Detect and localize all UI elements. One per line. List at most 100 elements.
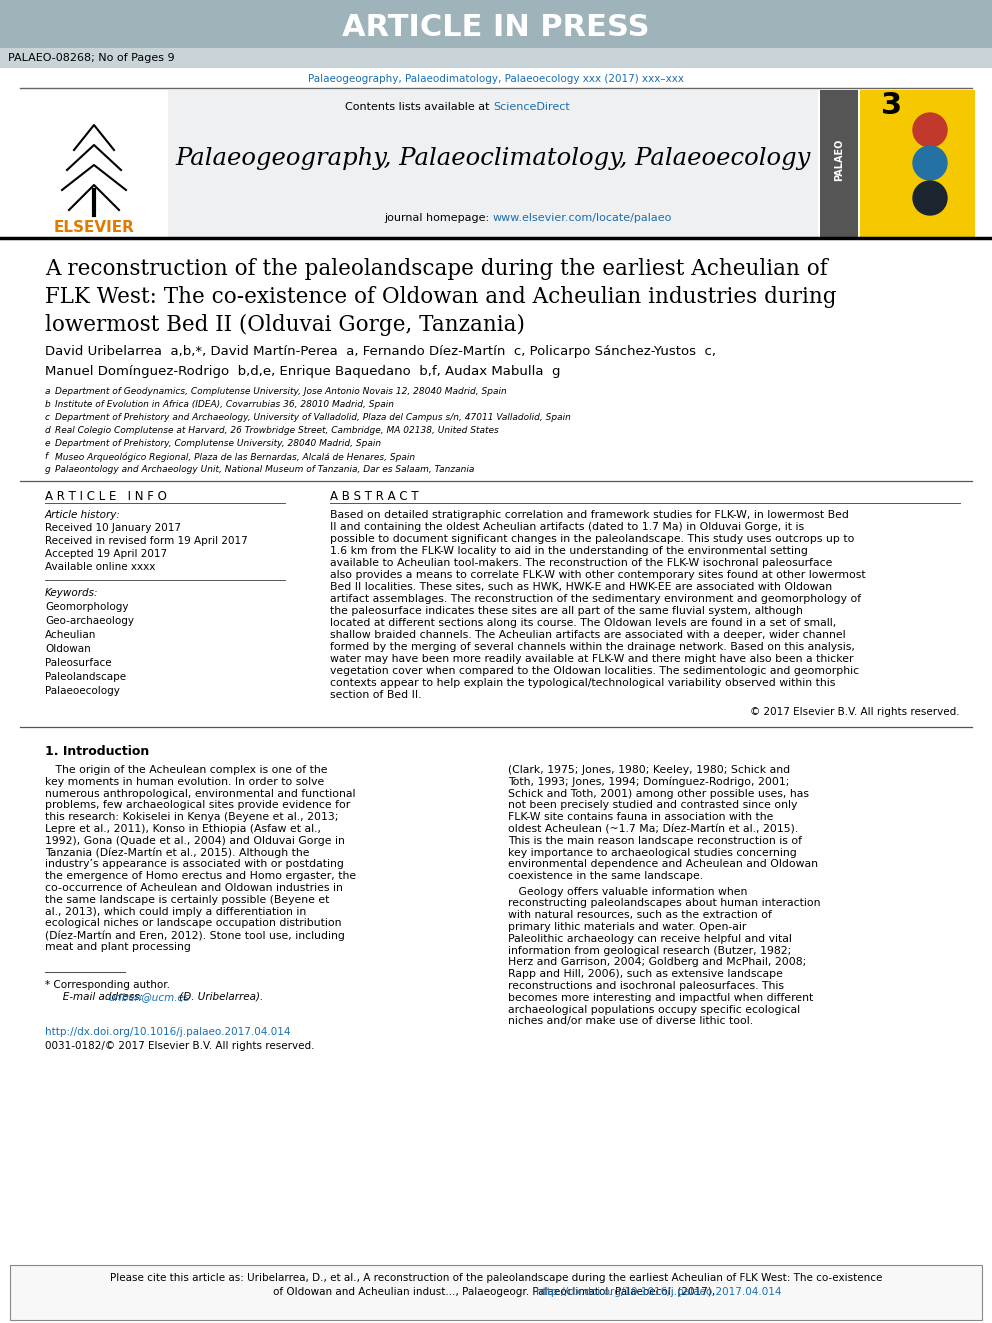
Text: key moments in human evolution. In order to solve: key moments in human evolution. In order…: [45, 777, 324, 787]
Text: key importance to archaeological studies concerning: key importance to archaeological studies…: [508, 848, 797, 857]
Bar: [10, 1265, 982, 1320]
Text: 1. Introduction: 1. Introduction: [45, 745, 149, 758]
Text: possible to document significant changes in the paleolandscape. This study uses : possible to document significant changes…: [330, 534, 854, 544]
Text: Department of Geodynamics, Complutense University, Jose Antonio Novais 12, 28040: Department of Geodynamics, Complutense U…: [55, 388, 507, 396]
Text: http://dx.doi.org/10.1016/j.palaeo.2017.04.014: http://dx.doi.org/10.1016/j.palaeo.2017.…: [536, 1287, 782, 1297]
Text: with natural resources, such as the extraction of: with natural resources, such as the extr…: [508, 910, 772, 919]
Text: section of Bed II.: section of Bed II.: [330, 691, 422, 700]
Text: lowermost Bed II (Olduvai Gorge, Tanzania): lowermost Bed II (Olduvai Gorge, Tanzani…: [45, 314, 525, 336]
Bar: [168, 90, 818, 238]
Text: primary lithic materials and water. Open-air: primary lithic materials and water. Open…: [508, 922, 746, 931]
Text: ScienceDirect: ScienceDirect: [493, 102, 569, 112]
Text: FLK-W site contains fauna in association with the: FLK-W site contains fauna in association…: [508, 812, 774, 822]
Text: Palaeoecology: Palaeoecology: [45, 687, 120, 696]
Text: Lepre et al., 2011), Konso in Ethiopia (Asfaw et al.,: Lepre et al., 2011), Konso in Ethiopia (…: [45, 824, 321, 833]
Text: contexts appear to help explain the typological/technological variability observ: contexts appear to help explain the typo…: [330, 677, 835, 688]
Text: Oldowan: Oldowan: [45, 644, 90, 654]
Text: becomes more interesting and impactful when different: becomes more interesting and impactful w…: [508, 992, 813, 1003]
Bar: [0, 0, 992, 48]
Circle shape: [913, 146, 947, 180]
Text: 1.6 km from the FLK-W locality to aid in the understanding of the environmental : 1.6 km from the FLK-W locality to aid in…: [330, 546, 807, 556]
Text: a: a: [45, 388, 54, 396]
Text: reconstructing paleolandscapes about human interaction: reconstructing paleolandscapes about hum…: [508, 898, 820, 909]
Text: available to Acheulian tool-makers. The reconstruction of the FLK-W isochronal p: available to Acheulian tool-makers. The …: [330, 558, 832, 568]
Text: Institute of Evolution in Africa (IDEA), Covarrubias 36, 28010 Madrid, Spain: Institute of Evolution in Africa (IDEA),…: [55, 400, 394, 409]
Text: Keywords:: Keywords:: [45, 587, 98, 598]
Text: The origin of the Acheulean complex is one of the: The origin of the Acheulean complex is o…: [45, 765, 327, 775]
Text: Bed II localities. These sites, such as HWK, HWK-E and HWK-EE are associated wit: Bed II localities. These sites, such as …: [330, 582, 832, 591]
Text: Rapp and Hill, 2006), such as extensive landscape: Rapp and Hill, 2006), such as extensive …: [508, 970, 783, 979]
Bar: [820, 90, 858, 238]
Text: coexistence in the same landscape.: coexistence in the same landscape.: [508, 872, 703, 881]
Text: the emergence of Homo erectus and Homo ergaster, the: the emergence of Homo erectus and Homo e…: [45, 872, 356, 881]
Text: vegetation cover when compared to the Oldowan localities. The sedimentologic and: vegetation cover when compared to the Ol…: [330, 665, 859, 676]
Text: industry’s appearance is associated with or postdating: industry’s appearance is associated with…: [45, 860, 344, 869]
Text: Article history:: Article history:: [45, 509, 121, 520]
Text: of Oldowan and Acheulian indust..., Palaeogeogr. Palaeoclimatol. Palaeoecol. (20: of Oldowan and Acheulian indust..., Pala…: [274, 1287, 718, 1297]
Text: d: d: [45, 426, 54, 435]
Text: f: f: [45, 452, 51, 460]
Text: PALAEO-08268; No of Pages 9: PALAEO-08268; No of Pages 9: [8, 53, 175, 64]
Text: PALAEO: PALAEO: [834, 139, 844, 181]
Text: A reconstruction of the paleolandscape during the earliest Acheulian of: A reconstruction of the paleolandscape d…: [45, 258, 827, 280]
Text: c: c: [45, 413, 53, 422]
Text: Manuel Domínguez-Rodrigo  b,d,e, Enrique Baquedano  b,f, Audax Mabulla  g: Manuel Domínguez-Rodrigo b,d,e, Enrique …: [45, 365, 560, 378]
Text: Palaeogeography, Palaeoclimatology, Palaeoecology: Palaeogeography, Palaeoclimatology, Pala…: [176, 147, 810, 169]
Text: http://dx.doi.org/10.1016/j.palaeo.2017.04.014: http://dx.doi.org/10.1016/j.palaeo.2017.…: [45, 1027, 291, 1037]
Text: Geology offers valuable information when: Geology offers valuable information when: [508, 886, 747, 897]
Text: A R T I C L E   I N F O: A R T I C L E I N F O: [45, 490, 167, 503]
Text: FLK West: The co-existence of Oldowan and Acheulian industries during: FLK West: The co-existence of Oldowan an…: [45, 286, 836, 308]
Text: al., 2013), which could imply a differentiation in: al., 2013), which could imply a differen…: [45, 906, 307, 917]
Text: Received 10 January 2017: Received 10 January 2017: [45, 523, 181, 533]
Text: 1992), Gona (Quade et al., 2004) and Olduvai Gorge in: 1992), Gona (Quade et al., 2004) and Old…: [45, 836, 345, 845]
Text: b: b: [45, 400, 54, 409]
Text: Tanzania (Díez-Martín et al., 2015). Although the: Tanzania (Díez-Martín et al., 2015). Alt…: [45, 848, 310, 859]
Text: ARTICLE IN PRESS: ARTICLE IN PRESS: [342, 13, 650, 42]
Text: journal homepage:: journal homepage:: [384, 213, 493, 224]
Text: co-occurrence of Acheulean and Oldowan industries in: co-occurrence of Acheulean and Oldowan i…: [45, 882, 343, 893]
Text: also provides a means to correlate FLK-W with other contemporary sites found at : also provides a means to correlate FLK-W…: [330, 570, 866, 579]
Text: water may have been more readily available at FLK-W and there might have also be: water may have been more readily availab…: [330, 654, 853, 664]
Text: uriben@ucm.es: uriben@ucm.es: [108, 992, 189, 1002]
Text: David Uribelarrea  a,b,*, David Martín-Perea  a, Fernando Díez-Martín  c, Polica: David Uribelarrea a,b,*, David Martín-Pe…: [45, 345, 716, 359]
Text: Available online xxxx: Available online xxxx: [45, 562, 156, 572]
Text: artifact assemblages. The reconstruction of the sedimentary environment and geom: artifact assemblages. The reconstruction…: [330, 594, 861, 605]
Bar: [820, 90, 975, 238]
Text: problems, few archaeological sites provide evidence for: problems, few archaeological sites provi…: [45, 800, 350, 811]
Text: www.elsevier.com/locate/palaeo: www.elsevier.com/locate/palaeo: [493, 213, 673, 224]
Text: A B S T R A C T: A B S T R A C T: [330, 490, 419, 503]
Text: Paleolandscape: Paleolandscape: [45, 672, 126, 681]
Text: (Clark, 1975; Jones, 1980; Keeley, 1980; Schick and: (Clark, 1975; Jones, 1980; Keeley, 1980;…: [508, 765, 790, 775]
Text: numerous anthropological, environmental and functional: numerous anthropological, environmental …: [45, 789, 355, 799]
Text: archaeological populations occupy specific ecological: archaeological populations occupy specif…: [508, 1004, 801, 1015]
Text: Palaeontology and Archaeology Unit, National Museum of Tanzania, Dar es Salaam, : Palaeontology and Archaeology Unit, Nati…: [55, 464, 474, 474]
Text: ecological niches or landscape occupation distribution: ecological niches or landscape occupatio…: [45, 918, 341, 929]
Text: Contents lists available at: Contents lists available at: [345, 102, 493, 112]
Text: (D. Uribelarrea).: (D. Uribelarrea).: [176, 992, 263, 1002]
Text: this research: Kokiselei in Kenya (Beyene et al., 2013;: this research: Kokiselei in Kenya (Beyen…: [45, 812, 338, 822]
Text: Paleosurface: Paleosurface: [45, 658, 112, 668]
Text: Geomorphology: Geomorphology: [45, 602, 129, 613]
Bar: [858, 90, 860, 238]
Text: II and containing the oldest Acheulian artifacts (dated to 1.7 Ma) in Olduvai Go: II and containing the oldest Acheulian a…: [330, 523, 805, 532]
Text: Geo-archaeology: Geo-archaeology: [45, 617, 134, 626]
Text: Herz and Garrison, 2004; Goldberg and McPhail, 2008;: Herz and Garrison, 2004; Goldberg and Mc…: [508, 958, 806, 967]
Text: Acheulian: Acheulian: [45, 630, 96, 640]
Text: g: g: [45, 464, 54, 474]
Circle shape: [913, 112, 947, 147]
Text: located at different sections along its course. The Oldowan levels are found in : located at different sections along its …: [330, 618, 836, 628]
Text: Real Colegio Complutense at Harvard, 26 Trowbridge Street, Cambridge, MA 02138, : Real Colegio Complutense at Harvard, 26 …: [55, 426, 499, 435]
Text: Accepted 19 April 2017: Accepted 19 April 2017: [45, 549, 167, 560]
Text: Department of Prehistory and Archaeology, University of Valladolid, Plaza del Ca: Department of Prehistory and Archaeology…: [55, 413, 570, 422]
Text: Received in revised form 19 April 2017: Received in revised form 19 April 2017: [45, 536, 248, 546]
Text: e: e: [45, 439, 54, 448]
Text: Toth, 1993; Jones, 1994; Domínguez-Rodrigo, 2001;: Toth, 1993; Jones, 1994; Domínguez-Rodri…: [508, 777, 790, 787]
Text: not been precisely studied and contrasted since only: not been precisely studied and contraste…: [508, 800, 798, 811]
Text: meat and plant processing: meat and plant processing: [45, 942, 190, 953]
Text: environmental dependence and Acheulean and Oldowan: environmental dependence and Acheulean a…: [508, 860, 818, 869]
Text: * Corresponding author.: * Corresponding author.: [45, 980, 170, 990]
Text: (Díez-Martín and Eren, 2012). Stone tool use, including: (Díez-Martín and Eren, 2012). Stone tool…: [45, 930, 345, 941]
Text: © 2017 Elsevier B.V. All rights reserved.: © 2017 Elsevier B.V. All rights reserved…: [750, 706, 960, 717]
Text: oldest Acheulean (~1.7 Ma; Díez-Martín et al., 2015).: oldest Acheulean (~1.7 Ma; Díez-Martín e…: [508, 824, 799, 833]
Text: Museo Arqueológico Regional, Plaza de las Bernardas, Alcalá de Henares, Spain: Museo Arqueológico Regional, Plaza de la…: [55, 452, 415, 462]
